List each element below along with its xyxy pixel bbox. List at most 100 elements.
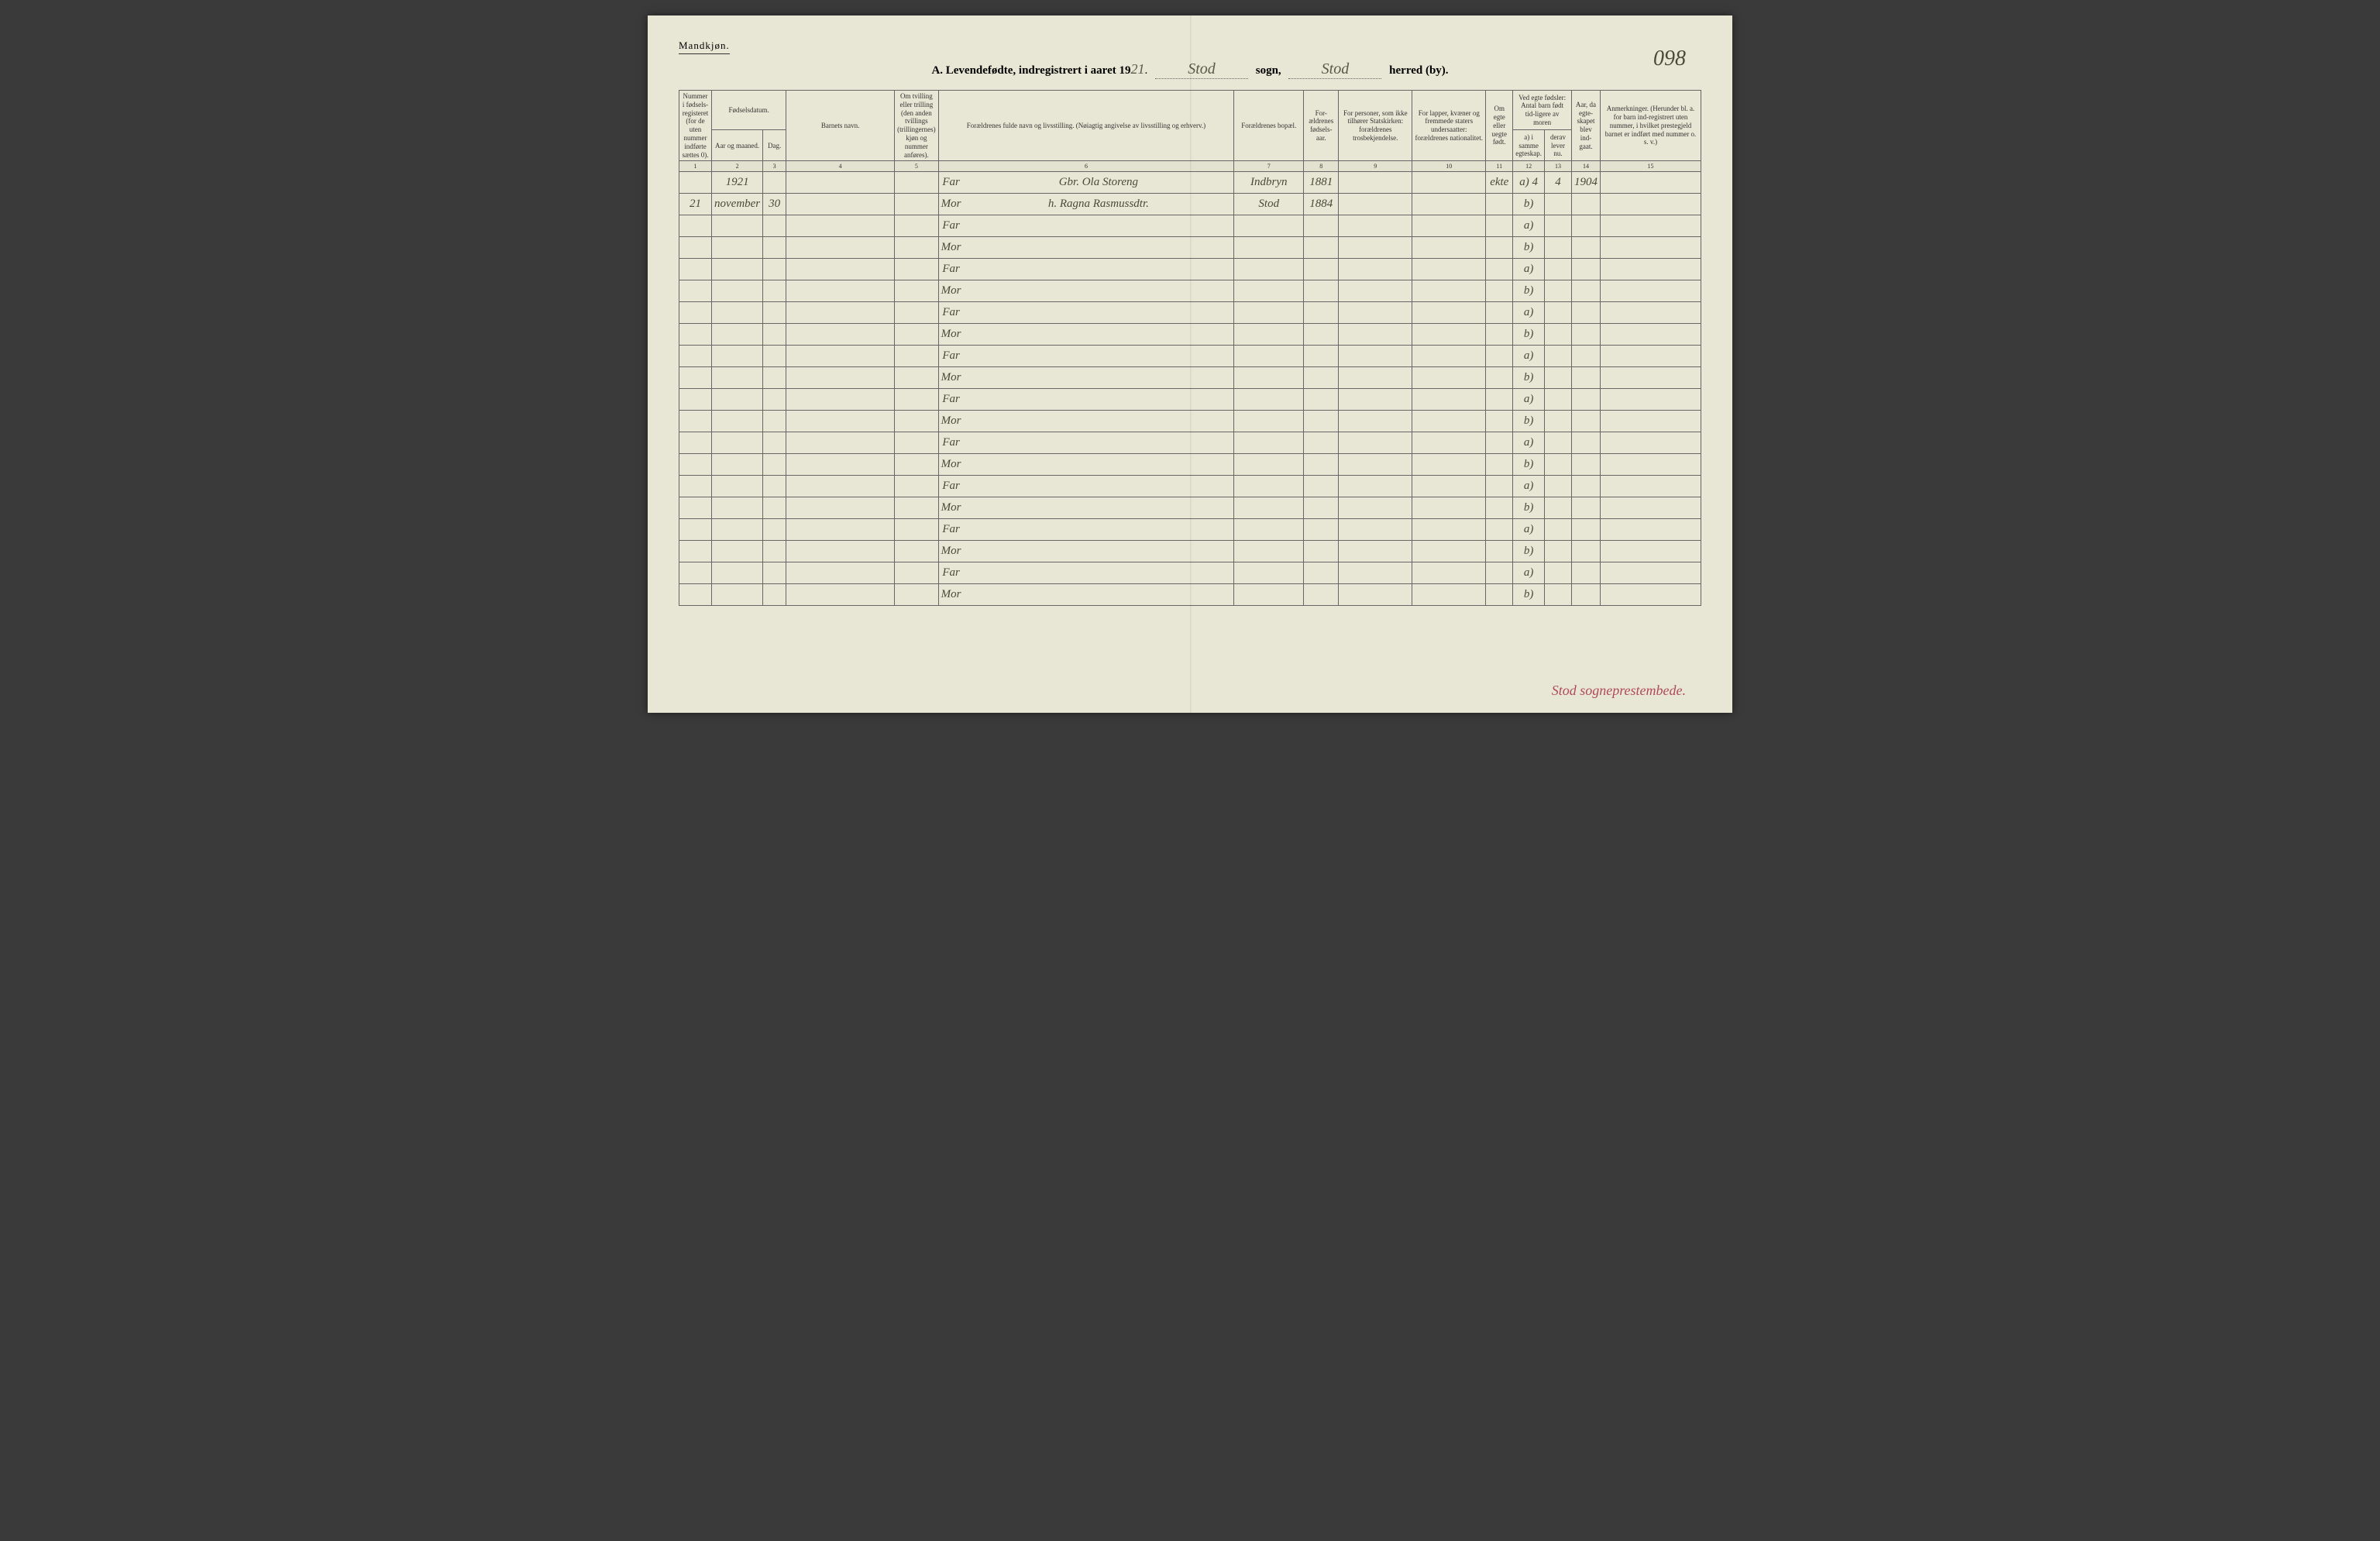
col-2b: Dag. — [763, 130, 786, 161]
colnum-9: 9 — [1339, 161, 1412, 172]
page-fold — [1190, 15, 1192, 713]
mor-label: Mor — [938, 367, 963, 389]
cell-birthyear: 1881 — [1304, 172, 1339, 194]
mor-label: Mor — [938, 541, 963, 562]
mor-label: Mor — [938, 280, 963, 302]
b-label: b) — [1513, 584, 1545, 606]
col-2a: Aar og maaned. — [712, 130, 763, 161]
col-9: For personer, som ikke tilhører Statskir… — [1339, 91, 1412, 161]
cell-derav — [1545, 194, 1572, 215]
col-12-top: Ved egte fødsler: Antal barn født tid-li… — [1513, 91, 1572, 130]
a-label: a) — [1513, 562, 1545, 584]
colnum-5: 5 — [895, 161, 938, 172]
ledger-page: Mandkjøn. 098 A. Levendefødte, indregist… — [648, 15, 1732, 713]
cell-year: 1921 — [712, 172, 763, 194]
cell-b: b) — [1513, 194, 1545, 215]
mor-label: Mor — [938, 497, 963, 519]
parish-stamp: Stod sogneprestembede. — [1552, 683, 1686, 699]
a-label: a) — [1513, 389, 1545, 411]
title-prefix: A. Levendefødte, indregistrert i aaret 1… — [931, 64, 1130, 77]
col-5: Om tvilling eller trilling (den anden tv… — [895, 91, 938, 161]
col-1: Nummer i fødsels-registeret (for de uten… — [679, 91, 712, 161]
cell-remarks — [1601, 194, 1701, 215]
far-label: Far — [938, 476, 963, 497]
herred-label: herred (by). — [1389, 64, 1448, 77]
mor-label: Mor — [938, 584, 963, 606]
mor-label: Mor — [938, 324, 963, 346]
far-label: Far — [938, 259, 963, 280]
cell-num: 21 — [679, 194, 712, 215]
far-label: Far — [938, 346, 963, 367]
b-label: b) — [1513, 324, 1545, 346]
page-number: 098 — [1653, 46, 1686, 71]
cell-child-name — [786, 194, 895, 215]
b-label: b) — [1513, 497, 1545, 519]
a-label: a) — [1513, 519, 1545, 541]
cell-num — [679, 172, 712, 194]
mor-label: Mor — [938, 411, 963, 432]
cell-nationality — [1412, 194, 1486, 215]
gender-label: Mandkjøn. — [679, 40, 730, 54]
mor-label: Mor — [938, 237, 963, 259]
cell-a: a) 4 — [1513, 172, 1545, 194]
a-label: a) — [1513, 346, 1545, 367]
b-label: b) — [1513, 454, 1545, 476]
cell-mor-label: Mor — [938, 194, 963, 215]
b-label: b) — [1513, 367, 1545, 389]
b-label: b) — [1513, 280, 1545, 302]
cell-residence: Stod — [1234, 194, 1304, 215]
colnum-3: 3 — [763, 161, 786, 172]
b-label: b) — [1513, 237, 1545, 259]
a-label: a) — [1513, 259, 1545, 280]
cell-twin — [895, 194, 938, 215]
cell-month: november — [712, 194, 763, 215]
cell-day: 30 — [763, 194, 786, 215]
cell-marriage-year: 1904 — [1572, 172, 1601, 194]
year-handwritten: 21 — [1130, 61, 1144, 77]
colnum-12: 12 — [1513, 161, 1545, 172]
cell-remarks — [1601, 172, 1701, 194]
colnum-1: 1 — [679, 161, 712, 172]
colnum-13: 13 — [1545, 161, 1572, 172]
cell-marriage-year — [1572, 194, 1601, 215]
b-label: b) — [1513, 411, 1545, 432]
cell-derav: 4 — [1545, 172, 1572, 194]
a-label: a) — [1513, 215, 1545, 237]
cell-religion — [1339, 172, 1412, 194]
a-label: a) — [1513, 432, 1545, 454]
far-label: Far — [938, 562, 963, 584]
cell-legit — [1486, 194, 1513, 215]
cell-mother-name: h. Ragna Rasmussdtr. — [963, 194, 1233, 215]
cell-child-name — [786, 172, 895, 194]
far-label: Far — [938, 215, 963, 237]
cell-day — [763, 172, 786, 194]
far-label: Far — [938, 519, 963, 541]
col-10: For lapper, kvæner og fremmede staters u… — [1412, 91, 1486, 161]
colnum-8: 8 — [1304, 161, 1339, 172]
colnum-10: 10 — [1412, 161, 1486, 172]
far-label: Far — [938, 432, 963, 454]
colnum-2: 2 — [712, 161, 763, 172]
cell-legit: ekte — [1486, 172, 1513, 194]
colnum-15: 15 — [1601, 161, 1701, 172]
far-label: Far — [938, 389, 963, 411]
col-13a: derav lever nu. — [1545, 130, 1572, 161]
far-label: Far — [938, 302, 963, 324]
sogn-value: Stod — [1155, 60, 1248, 79]
colnum-7: 7 — [1234, 161, 1304, 172]
herred-value: Stod — [1288, 60, 1381, 79]
cell-residence: Indbryn — [1234, 172, 1304, 194]
mor-label: Mor — [938, 454, 963, 476]
cell-twin — [895, 172, 938, 194]
cell-far-label: Far — [938, 172, 963, 194]
col-12a: a) i samme egteskap. — [1513, 130, 1545, 161]
a-label: a) — [1513, 302, 1545, 324]
col-15: Anmerkninger. (Herunder bl. a. for barn … — [1601, 91, 1701, 161]
cell-religion — [1339, 194, 1412, 215]
col-11: Om egte eller uegte født. — [1486, 91, 1513, 161]
cell-nationality — [1412, 172, 1486, 194]
cell-father-name: Gbr. Ola Storeng — [963, 172, 1233, 194]
colnum-14: 14 — [1572, 161, 1601, 172]
col-8: For-ældrenes fødsels-aar. — [1304, 91, 1339, 161]
col-2-top: Fødselsdatum. — [712, 91, 786, 130]
